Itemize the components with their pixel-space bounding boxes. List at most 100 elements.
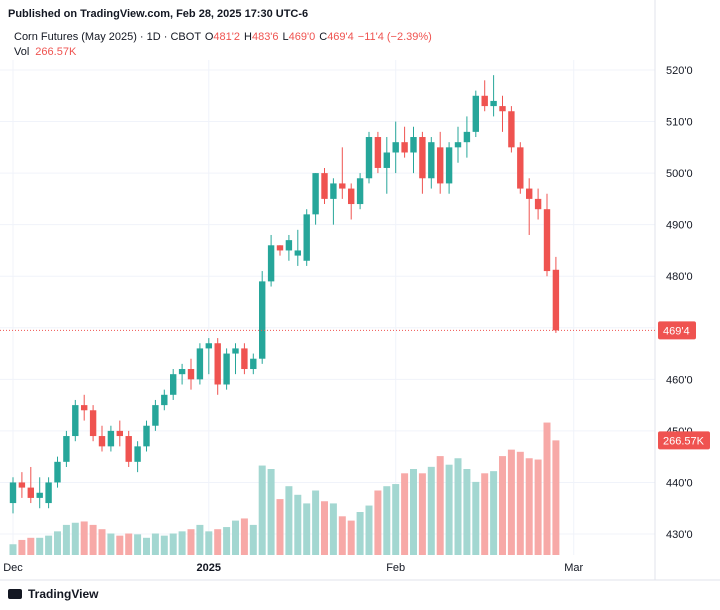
x-tick-label: 2025 — [197, 562, 221, 574]
volume-bar — [27, 537, 35, 555]
brand: TradingView — [28, 587, 99, 601]
candle-body — [152, 405, 159, 426]
volume-bar — [490, 471, 498, 555]
volume-bar — [463, 469, 471, 555]
volume-bar — [338, 516, 346, 555]
volume-bar — [214, 529, 222, 555]
published: Published on TradingView.com, Feb 28, 20… — [8, 8, 308, 20]
candle-body — [321, 173, 328, 199]
candle-body — [250, 358, 257, 370]
candle-body — [472, 95, 479, 132]
volume-bar — [89, 524, 97, 555]
high: 483'6 — [252, 31, 279, 43]
volume-bar — [365, 505, 373, 555]
volume-bar — [45, 535, 53, 555]
candle-body — [463, 131, 471, 143]
candle-body — [312, 173, 319, 215]
volume-bar — [36, 537, 44, 555]
y-tick-label: 460'0 — [666, 374, 693, 386]
volume-bar — [516, 451, 524, 555]
x-tick-label: Feb — [386, 562, 405, 574]
volume-bar — [445, 464, 453, 555]
volume: 266.57K — [35, 46, 77, 58]
candle-body — [9, 482, 17, 504]
volume-bar — [472, 481, 480, 555]
last-price-label: 469'4 — [663, 325, 690, 337]
volume-bar — [267, 469, 275, 555]
volume-bar — [107, 533, 115, 555]
candle-body — [428, 142, 435, 179]
candle-body — [134, 446, 141, 462]
open: 481'2 — [213, 31, 240, 43]
low: 469'0 — [289, 31, 316, 43]
volume-bar — [383, 486, 391, 555]
logo-icon — [8, 589, 22, 599]
candle-body — [276, 245, 284, 251]
candle-body — [534, 198, 542, 210]
y-tick-label: 490'0 — [666, 220, 693, 232]
candle-body — [161, 394, 168, 406]
volume-bar — [543, 422, 551, 555]
candle-body — [490, 100, 497, 107]
volume-bar — [329, 503, 337, 555]
volume-bar — [481, 473, 489, 555]
volume-bar — [534, 459, 542, 555]
volume-bar — [303, 503, 311, 555]
footer-logo[interactable]: TradingView — [8, 587, 99, 601]
vol: Vol — [14, 46, 29, 58]
candle-body — [81, 405, 88, 411]
y-tick-label: 500'0 — [666, 168, 693, 180]
candle-body — [294, 250, 301, 256]
volume-bar — [151, 533, 159, 555]
volume-bar — [71, 522, 79, 555]
candle-body — [526, 188, 533, 199]
candle-body — [143, 425, 150, 447]
volume-bar — [178, 531, 186, 555]
candle-body — [63, 436, 70, 462]
candle-body — [330, 183, 337, 199]
volume-bar — [160, 535, 168, 555]
volume-bar — [285, 486, 293, 555]
candle-body — [365, 137, 373, 179]
symbol: Corn Futures (May 2025) · 1D · CBOT — [14, 31, 201, 43]
candle-body — [419, 137, 426, 179]
candle-body — [125, 436, 132, 462]
volume-bar — [294, 494, 302, 555]
y-tick-label: 480'0 — [666, 271, 693, 283]
candle-body — [170, 374, 177, 395]
candle-body — [552, 269, 560, 331]
candle-body — [517, 147, 524, 189]
candle-body — [196, 348, 204, 380]
volume-bar — [436, 456, 444, 555]
candle-body — [383, 152, 390, 168]
volume-bar — [18, 539, 26, 555]
volume-bar — [223, 527, 231, 555]
y-tick-label: 520'0 — [666, 65, 693, 77]
y-tick-label: 430'0 — [666, 529, 693, 541]
volume-bar — [196, 524, 204, 555]
candle-body — [437, 147, 444, 184]
candle-body — [54, 461, 61, 483]
volume-bar — [276, 499, 284, 555]
candle-body — [205, 343, 212, 349]
volume-bar — [356, 512, 364, 555]
last-volume-label: 266.57K — [663, 435, 705, 447]
candle-body — [356, 178, 364, 205]
volume-bar — [427, 466, 435, 555]
candle-body — [36, 492, 43, 498]
candle-body — [187, 369, 195, 380]
h: H — [244, 31, 252, 43]
l: L — [283, 31, 289, 43]
volume-bar — [187, 529, 195, 555]
candle-body — [401, 142, 408, 153]
candle-body — [392, 142, 399, 153]
legend-line: Corn Futures (May 2025) · 1D · CBOT O481'… — [14, 31, 432, 43]
volume-bar — [418, 473, 426, 555]
candle-body — [232, 348, 239, 354]
volume-bar — [240, 518, 248, 555]
volume-bar — [392, 484, 400, 555]
volume-bar — [169, 533, 177, 555]
o: O — [205, 31, 214, 43]
last-price-box — [658, 321, 696, 340]
